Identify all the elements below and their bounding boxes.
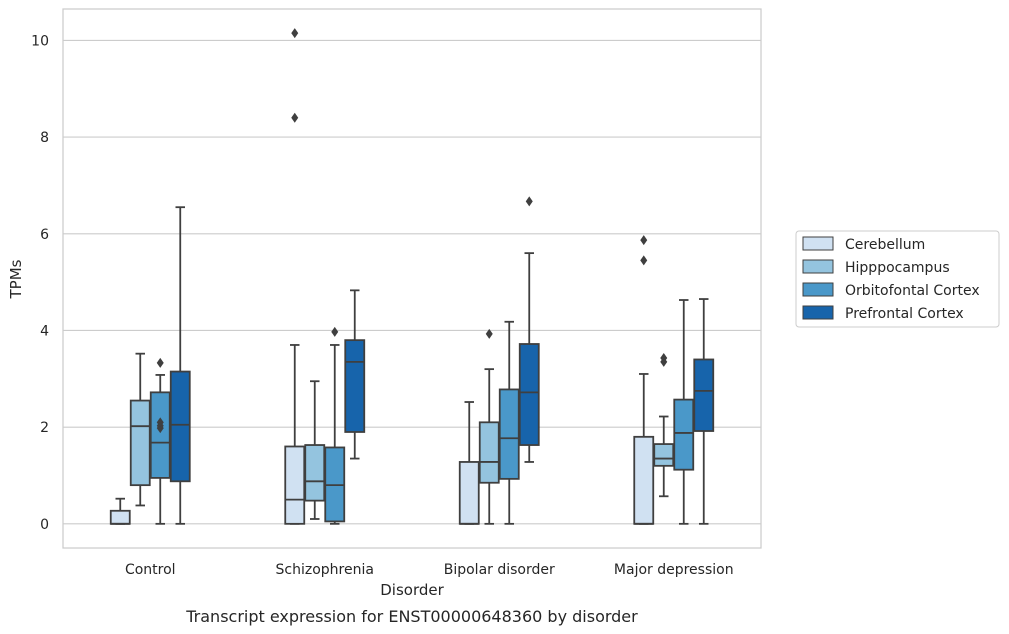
box-iqr <box>129 399 151 487</box>
box-prefrontal-cortex <box>518 196 540 463</box>
y-tick-label: 10 <box>31 33 49 49</box>
box-hipppocampus <box>478 328 500 525</box>
box-prefrontal-cortex <box>344 289 366 460</box>
box-iqr <box>478 421 500 484</box>
box-cerebellum <box>633 235 655 525</box>
box-cerebellum <box>284 28 306 525</box>
box-hipppocampus <box>129 352 151 507</box>
box-cerebellum <box>458 401 480 525</box>
box-iqr <box>284 445 306 525</box>
x-tick-label: Schizophrenia <box>276 562 374 578</box>
box-hipppocampus <box>304 380 326 520</box>
box-orbitofontal-cortex <box>149 357 171 525</box>
x-tick-label: Control <box>125 562 176 578</box>
y-axis-title: TPMs <box>7 259 25 299</box>
box-iqr <box>304 444 326 502</box>
box-iqr <box>169 370 191 483</box>
box-iqr <box>518 343 540 446</box>
y-tick-label: 8 <box>40 130 49 146</box>
box-iqr <box>633 435 655 525</box>
legend-swatch <box>802 305 834 320</box>
box-iqr <box>149 391 171 479</box>
box-iqr <box>344 339 366 433</box>
outlier-point <box>156 417 164 428</box>
outlier-point <box>291 28 299 39</box>
box-iqr <box>693 358 715 432</box>
legend-swatch <box>802 259 834 274</box>
x-tick-label: Bipolar disorder <box>444 562 555 578</box>
legend-label: Orbitofontal Cortex <box>845 283 980 299</box>
box-orbitofontal-cortex <box>324 326 346 525</box>
y-tick-label: 2 <box>40 420 49 436</box>
box-prefrontal-cortex <box>693 298 715 525</box>
x-tick-label: Major depression <box>614 562 734 578</box>
legend-label: Prefrontal Cortex <box>845 306 964 322</box>
legend-frame <box>795 230 1000 328</box>
outlier-point <box>331 326 339 337</box>
box-iqr <box>498 388 520 480</box>
y-tick-labels: 0 2 4 6 8 10 <box>31 33 49 532</box>
box-hipppocampus <box>653 353 675 498</box>
legend-label: Cerebellum <box>845 237 925 253</box>
plot-frame <box>62 8 762 549</box>
outlier-point <box>525 196 533 207</box>
x-tick-labels: Control Schizophrenia Bipolar disorder Majo… <box>125 562 734 578</box>
box-cerebellum <box>109 497 131 525</box>
box-series <box>109 28 715 525</box>
chart-caption: Transcript expression for ENST0000064836… <box>185 607 638 626</box>
box-iqr <box>653 443 675 467</box>
outlier-point <box>640 235 648 246</box>
x-axis-title: Disorder <box>380 581 444 599</box>
box-orbitofontal-cortex <box>673 299 695 525</box>
outlier-point <box>291 112 299 123</box>
legend-label: Hipppocampus <box>845 260 950 276</box>
outlier-point <box>640 255 648 266</box>
outlier-point <box>660 353 668 364</box>
box-iqr <box>458 461 480 525</box>
box-orbitofontal-cortex <box>498 320 520 525</box>
y-tick-label: 4 <box>40 323 49 339</box>
y-tick-label: 0 <box>40 517 49 533</box>
box-iqr <box>109 509 131 525</box>
box-prefrontal-cortex <box>169 206 191 525</box>
legend-swatch <box>802 236 834 251</box>
box-iqr <box>673 398 695 471</box>
outlier-point <box>156 357 164 368</box>
y-tick-label: 6 <box>40 227 49 243</box>
legend: Cerebellum Hipppocampus Orbitofontal Corte… <box>795 230 1000 328</box>
outlier-point <box>485 328 493 339</box>
legend-swatch <box>802 282 834 297</box>
